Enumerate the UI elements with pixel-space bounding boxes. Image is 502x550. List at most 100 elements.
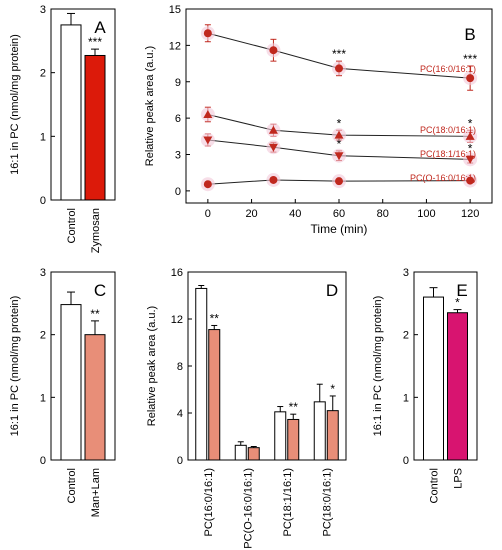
panel-b-significance: * bbox=[337, 116, 342, 130]
panel-e-ytick-label: 3 bbox=[403, 267, 409, 279]
panel-a-significance: *** bbox=[88, 35, 102, 49]
panel-b-point bbox=[335, 177, 343, 186]
panel-e-ytick-label: 1 bbox=[403, 392, 409, 404]
panel-c-ytick-label: 2 bbox=[40, 330, 46, 342]
panel-b-series-line bbox=[207, 32, 471, 79]
panel-b-point bbox=[269, 46, 278, 55]
panel-b-series-label: PC(18:1/16:1) bbox=[420, 149, 476, 159]
panel-c-ylabel: 16:1 in PC (nmol/mg protein) bbox=[9, 296, 21, 437]
panel-d-ytick-label: 4 bbox=[177, 408, 183, 420]
panel-b-point bbox=[203, 136, 213, 145]
panel-b-xtick-label: 120 bbox=[461, 208, 479, 220]
panel-d-ytick-label: 0 bbox=[177, 455, 183, 467]
panel-c-ytick-label: 0 bbox=[40, 455, 46, 467]
panel-a-panel-letter: A bbox=[94, 18, 106, 37]
panel-b-series-label: PC(O-16:0/16:1) bbox=[410, 173, 476, 183]
panel-b-point bbox=[334, 130, 344, 139]
panel-e-ytick-label: 0 bbox=[403, 455, 409, 467]
panel-b-xtick-label: 40 bbox=[289, 208, 301, 220]
panel-d-category-label: PC(18:1/16:1) bbox=[282, 468, 294, 536]
panel-e-panel-letter: E bbox=[456, 281, 467, 300]
panel-b-point bbox=[466, 176, 475, 185]
panel-b-ytick-label: 3 bbox=[175, 150, 181, 162]
panel-e-category-label: LPS bbox=[453, 468, 465, 489]
panel-e-ytick-label: 2 bbox=[403, 330, 409, 342]
panel-d-bar bbox=[247, 447, 260, 461]
panel-b-significance: *** bbox=[332, 47, 346, 61]
panel-c-bar bbox=[60, 304, 82, 461]
panel-d-category-label: PC(16:0/16:1) bbox=[203, 468, 215, 536]
panel-e-significance: * bbox=[455, 296, 460, 310]
panel-c-ytick-label: 1 bbox=[40, 392, 46, 404]
panel-d-bar bbox=[313, 401, 326, 461]
panel-d-bar bbox=[287, 418, 300, 461]
panel-b-xtick-label: 60 bbox=[333, 208, 345, 220]
panel-d-category-label: PC(O-16:0/16:1) bbox=[242, 468, 254, 549]
panel-d-bar bbox=[195, 287, 208, 461]
panel-a-category-label: Control bbox=[66, 208, 78, 243]
panel-b-xtick-label: 100 bbox=[417, 208, 435, 220]
panel-b-ytick-label: 15 bbox=[169, 4, 181, 16]
panel-a-ylabel: 16:1 in PC (nmol/mg protein) bbox=[9, 34, 21, 175]
panel-d-bar bbox=[274, 411, 287, 461]
panel-b-point bbox=[335, 64, 343, 73]
panel-b-series-line bbox=[207, 114, 471, 137]
panel-b-point bbox=[465, 155, 475, 164]
panel-b-ytick-label: 0 bbox=[175, 186, 181, 198]
panel-b-significance: * bbox=[468, 116, 473, 130]
panel-c-bar bbox=[84, 334, 106, 461]
panel-b-point bbox=[268, 125, 278, 134]
panel-c-frame bbox=[50, 271, 116, 461]
panel-e-ylabel: 16:1 in PC (nmol/mg protein) bbox=[372, 296, 384, 437]
panel-e-frame bbox=[413, 271, 478, 461]
panel-b-xtick-label: 20 bbox=[245, 208, 257, 220]
panel-b-ytick-label: 6 bbox=[175, 113, 181, 125]
panel-e-bar bbox=[447, 312, 468, 461]
panel-a-bar bbox=[84, 54, 106, 201]
panel-a-ytick-label: 3 bbox=[40, 4, 46, 16]
panel-c-panel-letter: C bbox=[94, 281, 106, 300]
panel-d-significance: ** bbox=[210, 311, 220, 325]
panel-b-series-label: PC(18:0/16:1) bbox=[420, 125, 476, 135]
panel-d-bar bbox=[234, 444, 247, 461]
panel-b-point bbox=[203, 29, 212, 38]
panel-c-category-label: Control bbox=[66, 468, 78, 503]
panel-b-significance: * bbox=[468, 142, 473, 156]
panel-c-significance: ** bbox=[90, 307, 100, 321]
panel-b-panel-letter: B bbox=[464, 25, 475, 44]
panel-d-ylabel: Relative peak area (a.u.) bbox=[146, 306, 158, 426]
panel-b-xtick-label: 80 bbox=[377, 208, 389, 220]
panel-a-ytick-label: 0 bbox=[40, 195, 46, 207]
panel-d-ytick-label: 8 bbox=[177, 361, 183, 373]
panel-b-xtick-label: 0 bbox=[205, 208, 211, 220]
panel-b-point bbox=[466, 74, 475, 83]
panel-d-significance: * bbox=[330, 382, 335, 396]
panel-e-category-label: Control bbox=[429, 468, 441, 503]
panel-d-ytick-label: 16 bbox=[171, 267, 183, 279]
panel-b-point bbox=[334, 152, 344, 161]
panel-b-xlabel: Time (min) bbox=[311, 222, 368, 236]
panel-c-category-label: Man+Lam bbox=[90, 468, 102, 517]
panel-a-category-label: Zymosan bbox=[90, 208, 102, 253]
panel-b-point bbox=[203, 109, 213, 118]
panel-b-significance: * bbox=[337, 137, 342, 151]
panel-d-category-label: PC(18:0/16:1) bbox=[321, 468, 333, 536]
panel-b-series-label: PC(16:0/16:1) bbox=[420, 64, 476, 74]
panel-b-ylabel: Relative peak area (a.u.) bbox=[144, 46, 156, 166]
panel-d-significance: ** bbox=[289, 400, 299, 414]
panel-a-ytick-label: 2 bbox=[40, 68, 46, 80]
panel-a-ytick-label: 1 bbox=[40, 131, 46, 143]
panel-b-point bbox=[465, 131, 475, 140]
panel-b-ytick-label: 9 bbox=[175, 77, 181, 89]
panel-c-ytick-label: 3 bbox=[40, 267, 46, 279]
panel-b-series-line bbox=[207, 139, 471, 160]
panel-d-bar bbox=[326, 410, 339, 461]
panel-d-bar bbox=[208, 329, 221, 461]
panel-b-point bbox=[203, 180, 212, 189]
panel-b-significance: *** bbox=[463, 52, 477, 66]
panel-b-ytick-label: 12 bbox=[169, 40, 181, 52]
panel-b-point bbox=[269, 175, 278, 184]
panel-a-bar bbox=[60, 24, 82, 201]
panel-a-frame bbox=[50, 8, 116, 201]
